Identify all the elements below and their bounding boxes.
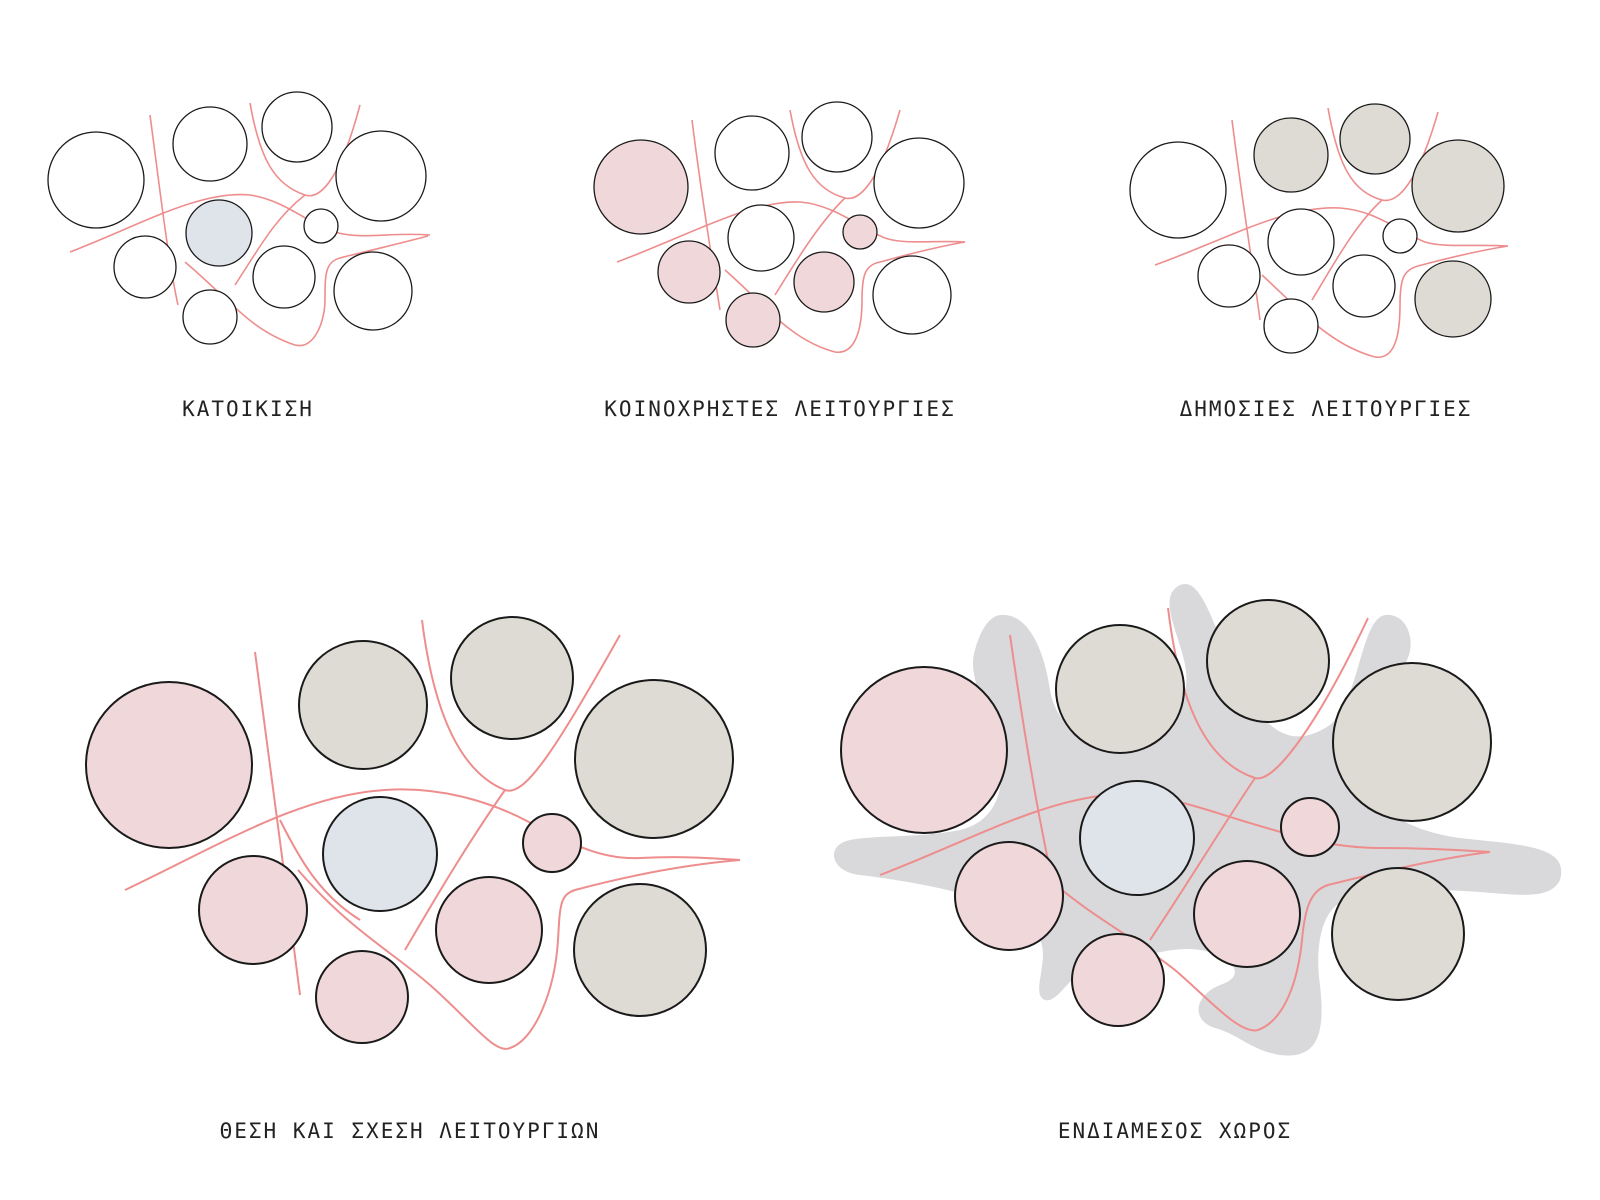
unit-circle bbox=[714, 115, 790, 191]
unit-circle bbox=[1263, 298, 1319, 354]
unit-circle bbox=[1197, 244, 1261, 308]
shared-circle bbox=[725, 292, 781, 348]
unit-circle bbox=[872, 255, 952, 335]
shared-circle bbox=[793, 251, 855, 313]
unit-circle bbox=[261, 91, 333, 163]
unit-circle bbox=[1382, 218, 1418, 254]
public-circle bbox=[450, 616, 574, 740]
shared-circle bbox=[657, 240, 721, 304]
caption-relation: ΘΕΣΗ ΚΑΙ ΣΧΕΣΗ ΛΕΙΤΟΥΡΓΙΩΝ bbox=[220, 1119, 601, 1143]
unit-circle bbox=[801, 101, 873, 173]
shared-circle bbox=[522, 813, 582, 873]
caption-shared: ΚΟΙΝΟΧΡΗΣΤΕΣ ΛΕΙΤΟΥΡΓΙΕΣ bbox=[604, 397, 955, 421]
public-circle bbox=[1331, 867, 1465, 1001]
unit-circle bbox=[303, 208, 339, 244]
unit-circle bbox=[113, 235, 177, 299]
housing-circle bbox=[322, 796, 438, 912]
housing-circle bbox=[1079, 780, 1195, 896]
diagram-public: ΔΗΜΟΣΙΕΣ ΛΕΙΤΟΥΡΓΙΕΣ bbox=[1129, 103, 1509, 421]
unit-circle bbox=[873, 137, 965, 229]
circles-housing bbox=[47, 91, 427, 345]
unit-circle bbox=[172, 106, 248, 182]
unit-circle bbox=[333, 251, 413, 331]
shared-circle bbox=[1071, 933, 1165, 1027]
public-circle bbox=[1339, 103, 1411, 175]
shared-circle bbox=[842, 214, 878, 250]
unit-circle bbox=[335, 130, 427, 222]
public-circle bbox=[1332, 662, 1492, 822]
shared-circle bbox=[315, 950, 409, 1044]
shared-circle bbox=[85, 681, 253, 849]
unit-circle bbox=[252, 245, 316, 309]
unit-circle bbox=[1129, 141, 1227, 239]
paths-housing bbox=[69, 102, 431, 347]
shared-circle bbox=[198, 855, 308, 965]
public-circle bbox=[574, 679, 734, 839]
circles-public bbox=[1129, 103, 1505, 354]
unit-circle bbox=[727, 204, 795, 272]
public-circle bbox=[1414, 260, 1492, 338]
shared-circle bbox=[954, 841, 1064, 951]
caption-housing: ΚΑΤΟΙΚΙΣΗ bbox=[182, 397, 314, 421]
shared-circle bbox=[1280, 797, 1340, 857]
circles-inbetween bbox=[840, 599, 1492, 1027]
public-circle bbox=[298, 640, 428, 770]
shared-circle bbox=[435, 876, 543, 984]
unit-circle bbox=[47, 131, 145, 229]
housing-circle bbox=[185, 199, 253, 267]
diagram-relation: ΘΕΣΗ ΚΑΙ ΣΧΕΣΗ ΛΕΙΤΟΥΡΓΙΩΝ bbox=[85, 616, 741, 1143]
diagram-inbetween: ΕΝΔΙΑΜΕΣΟΣ ΧΩΡΟΣ bbox=[833, 583, 1562, 1143]
shared-circle bbox=[593, 139, 689, 235]
circles-shared bbox=[593, 101, 965, 348]
diagram-housing: ΚΑΤΟΙΚΙΣΗ bbox=[47, 91, 431, 421]
unit-circle bbox=[1267, 208, 1335, 276]
caption-public: ΔΗΜΟΣΙΕΣ ΛΕΙΤΟΥΡΓΙΕΣ bbox=[1180, 397, 1473, 421]
public-circle bbox=[1206, 599, 1330, 723]
unit-circle bbox=[182, 289, 238, 345]
circles-relation bbox=[85, 616, 734, 1044]
public-circle bbox=[573, 883, 707, 1017]
shared-circle bbox=[1193, 860, 1301, 968]
public-circle bbox=[1253, 117, 1329, 193]
unit-circle bbox=[1332, 254, 1396, 318]
paths-shared bbox=[616, 109, 966, 353]
inbetween-space-blob bbox=[833, 583, 1562, 1056]
paths-relation bbox=[124, 619, 741, 1050]
public-circle bbox=[1055, 624, 1185, 754]
caption-inbetween: ΕΝΔΙΑΜΕΣΟΣ ΧΩΡΟΣ bbox=[1058, 1119, 1292, 1143]
diagram-shared: ΚΟΙΝΟΧΡΗΣΤΕΣ ΛΕΙΤΟΥΡΓΙΕΣ bbox=[593, 101, 966, 421]
public-circle bbox=[1411, 139, 1505, 233]
shared-circle bbox=[840, 666, 1008, 834]
